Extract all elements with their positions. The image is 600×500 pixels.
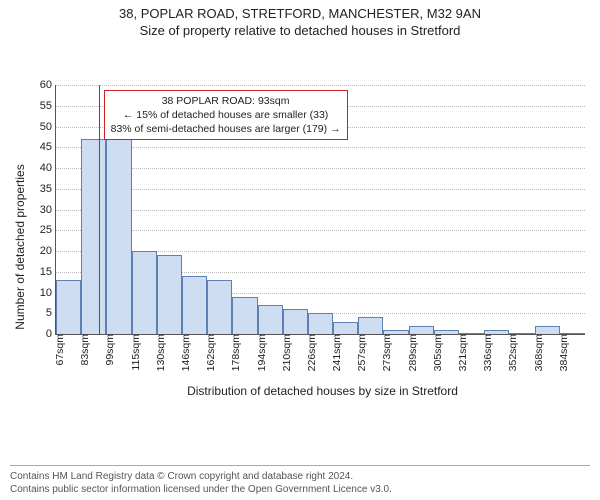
histogram-bar xyxy=(258,305,283,334)
histogram-bar xyxy=(358,317,383,334)
xtick-label: 130sqm xyxy=(153,334,167,371)
histogram-bar xyxy=(157,255,182,334)
histogram-bar xyxy=(81,139,106,334)
annotation-line1: 38 POPLAR ROAD: 93sqm xyxy=(111,94,341,108)
histogram-bar xyxy=(132,251,157,334)
ytick-label: 30 xyxy=(22,204,52,216)
annotation-line2: ← 15% of detached houses are smaller (33… xyxy=(111,108,341,122)
ytick-label: 0 xyxy=(22,328,52,340)
annotation-box: 38 POPLAR ROAD: 93sqm ← 15% of detached … xyxy=(104,90,348,141)
xtick-label: 210sqm xyxy=(279,334,293,371)
ytick-label: 50 xyxy=(22,121,52,133)
xtick-label: 241sqm xyxy=(329,334,343,371)
annotation-line3: 83% of semi-detached houses are larger (… xyxy=(111,122,341,136)
ytick-label: 10 xyxy=(22,287,52,299)
xtick-label: 99sqm xyxy=(102,334,116,366)
histogram-bar xyxy=(333,322,358,334)
xtick-label: 368sqm xyxy=(531,334,545,371)
xtick-label: 115sqm xyxy=(128,334,142,371)
histogram-bar xyxy=(106,127,131,335)
footer-line2: Contains public sector information licen… xyxy=(10,483,590,496)
footer-line1: Contains HM Land Registry data © Crown c… xyxy=(10,470,590,483)
xtick-label: 336sqm xyxy=(480,334,494,371)
ytick-label: 5 xyxy=(22,307,52,319)
xtick-label: 305sqm xyxy=(430,334,444,371)
ytick-label: 25 xyxy=(22,224,52,236)
xtick-label: 226sqm xyxy=(304,334,318,371)
xtick-label: 83sqm xyxy=(77,334,91,366)
ytick-label: 35 xyxy=(22,183,52,195)
xtick-label: 273sqm xyxy=(379,334,393,371)
histogram-bar xyxy=(308,313,333,334)
page-title-line2: Size of property relative to detached ho… xyxy=(0,21,600,38)
gridline-h xyxy=(56,85,585,86)
x-axis-label: Distribution of detached houses by size … xyxy=(55,384,590,398)
xtick-label: 162sqm xyxy=(203,334,217,371)
histogram-bar xyxy=(535,326,560,334)
ytick-label: 40 xyxy=(22,162,52,174)
gridline-h xyxy=(56,230,585,231)
ytick-label: 20 xyxy=(22,245,52,257)
gridline-h xyxy=(56,210,585,211)
ytick-label: 45 xyxy=(22,141,52,153)
histogram-bar xyxy=(56,280,81,334)
gridline-h xyxy=(56,189,585,190)
xtick-label: 257sqm xyxy=(354,334,368,371)
xtick-label: 321sqm xyxy=(455,334,469,371)
subject-marker-line xyxy=(99,85,100,334)
footer-attribution: Contains HM Land Registry data © Crown c… xyxy=(10,465,590,496)
histogram-bar xyxy=(409,326,434,334)
histogram-bar xyxy=(182,276,207,334)
xtick-label: 178sqm xyxy=(228,334,242,371)
histogram-bar xyxy=(232,297,257,334)
xtick-label: 194sqm xyxy=(254,334,268,371)
gridline-h xyxy=(56,147,585,148)
ytick-label: 55 xyxy=(22,100,52,112)
xtick-label: 352sqm xyxy=(505,334,519,371)
xtick-label: 289sqm xyxy=(405,334,419,371)
histogram-bar xyxy=(283,309,308,334)
xtick-label: 67sqm xyxy=(52,334,66,366)
ytick-label: 15 xyxy=(22,266,52,278)
plot-area: 38 POPLAR ROAD: 93sqm ← 15% of detached … xyxy=(55,85,585,335)
xtick-label: 146sqm xyxy=(178,334,192,371)
xtick-label: 384sqm xyxy=(556,334,570,371)
ytick-label: 60 xyxy=(22,79,52,91)
chart-container: Number of detached properties 38 POPLAR … xyxy=(0,40,600,440)
page-title-line1: 38, POPLAR ROAD, STRETFORD, MANCHESTER, … xyxy=(0,0,600,21)
histogram-bar xyxy=(207,280,232,334)
gridline-h xyxy=(56,168,585,169)
